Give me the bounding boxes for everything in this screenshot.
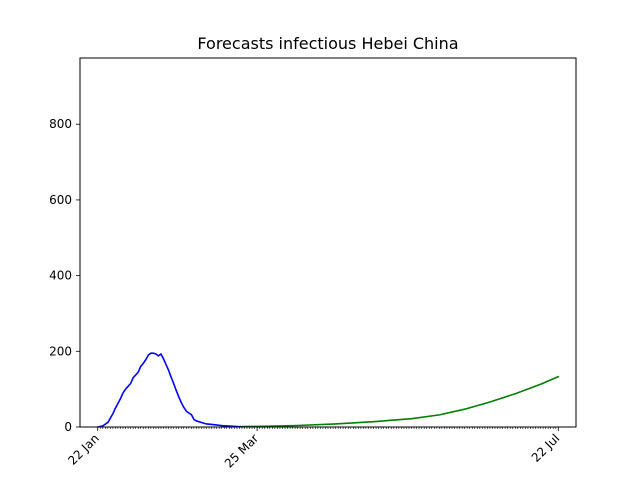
chart-title: Forecasts infectious Hebei China (197, 34, 458, 53)
y-tick-label: 400 (49, 269, 72, 283)
y-tick-label: 200 (49, 344, 72, 358)
y-tick-label: 0 (64, 420, 72, 434)
series-line-1 (96, 352, 258, 428)
series-line-2 (241, 375, 560, 428)
y-tick-label: 800 (49, 117, 72, 131)
plot-frame (79, 57, 577, 428)
y-tick-label: 600 (49, 193, 72, 207)
